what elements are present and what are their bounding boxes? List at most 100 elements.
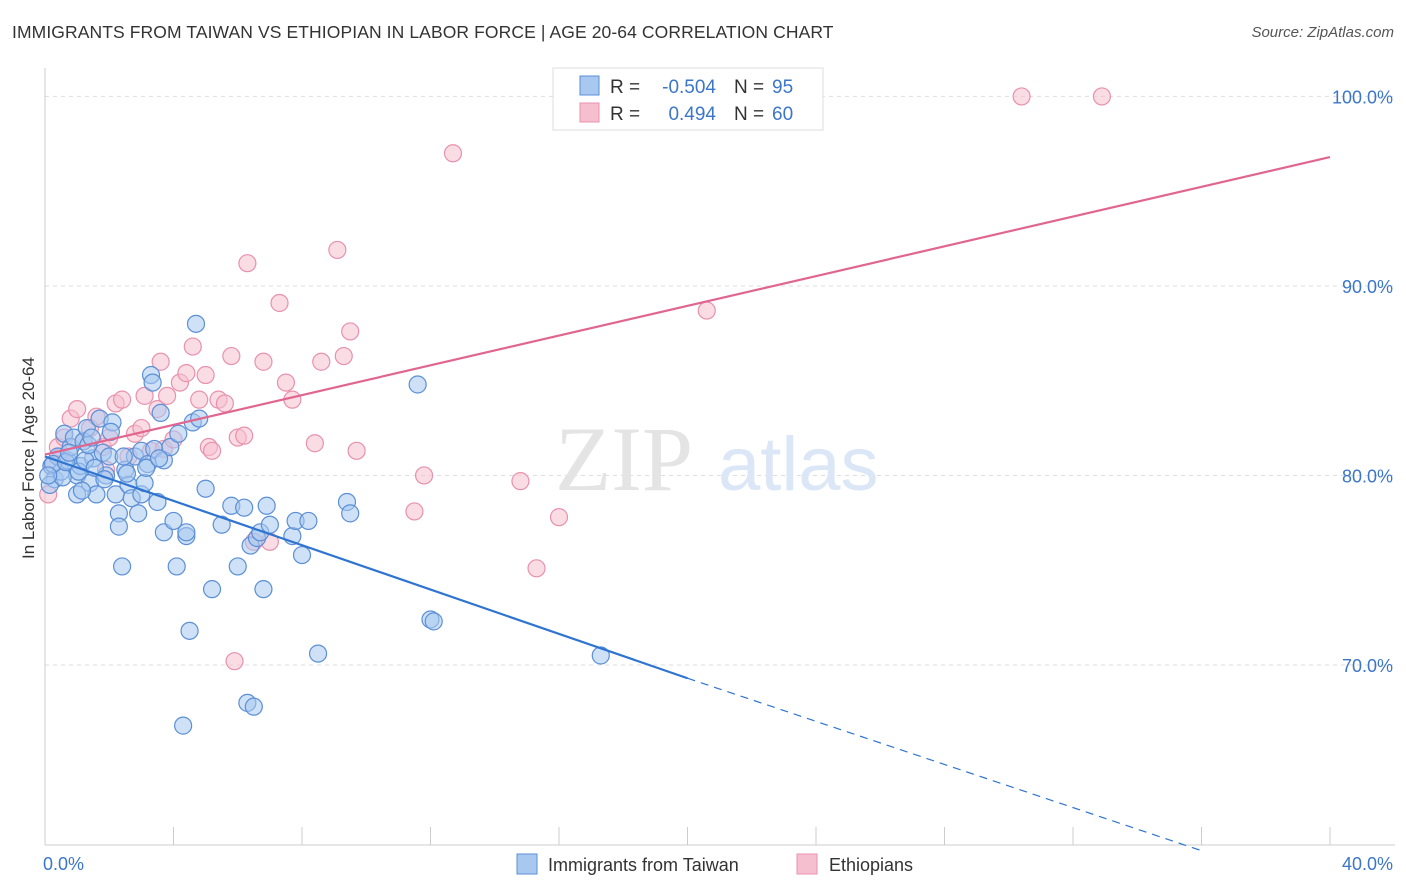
point-taiwan — [235, 498, 254, 517]
point-ethiopians — [312, 352, 331, 371]
point-ethiopians — [270, 293, 289, 313]
point-taiwan — [212, 515, 231, 534]
point-ethiopians — [68, 400, 87, 419]
bottom-legend-swatch-taiwan — [516, 853, 538, 875]
trend-line-taiwan-extension — [687, 677, 1202, 852]
legend-n-label-taiwan: N = — [734, 77, 764, 98]
y-tick-label: 100.0% — [1332, 87, 1393, 107]
grid-lines — [45, 95, 1395, 666]
series-taiwan — [39, 314, 610, 735]
point-taiwan — [254, 580, 273, 599]
legend-n-label-ethiopians: N = — [734, 104, 764, 125]
y-tick-label: 90.0% — [1342, 277, 1393, 297]
y-tick-labels: 70.0% 80.0% 90.0% 100.0% — [1332, 87, 1393, 676]
point-ethiopians — [112, 390, 132, 409]
point-taiwan — [161, 437, 180, 457]
point-ethiopians — [238, 254, 257, 273]
legend-r-label-taiwan: R = — [610, 77, 640, 98]
bottom-legend-label-ethiopians: Ethiopians — [829, 855, 913, 875]
legend-swatch-taiwan — [579, 75, 600, 96]
point-ethiopians — [549, 508, 569, 527]
point-taiwan — [117, 464, 137, 483]
point-taiwan — [169, 424, 188, 443]
point-ethiopians — [414, 466, 434, 485]
point-ethiopians — [276, 373, 296, 392]
x-tick-labels: 0.0% 40.0% — [43, 854, 1393, 874]
point-taiwan — [114, 447, 133, 466]
point-ethiopians — [1092, 87, 1112, 106]
point-taiwan — [167, 557, 186, 576]
point-taiwan — [299, 511, 318, 531]
legend-r-value-taiwan: -0.504 — [662, 77, 716, 98]
point-ethiopians — [190, 390, 209, 409]
point-ethiopians — [305, 434, 324, 453]
point-ethiopians — [151, 352, 170, 371]
point-taiwan — [39, 466, 58, 485]
point-ethiopians — [183, 337, 202, 356]
point-ethiopians — [443, 144, 463, 163]
point-ethiopians — [405, 502, 424, 521]
bottom-legend-label-taiwan: Immigrants from Taiwan — [548, 855, 739, 875]
legend-r-label-ethiopians: R = — [610, 104, 640, 125]
x-tick-label: 40.0% — [1342, 854, 1393, 874]
x-tick-label: 0.0% — [43, 854, 84, 874]
y-tick-label: 70.0% — [1342, 656, 1393, 676]
series-legend: Immigrants from Taiwan Ethiopians — [516, 853, 913, 875]
watermark: ZIP atlas — [555, 408, 879, 510]
point-ethiopians — [328, 240, 347, 260]
y-tick-label: 80.0% — [1342, 466, 1393, 486]
point-ethiopians — [1012, 87, 1031, 106]
point-ethiopians — [177, 364, 196, 383]
point-taiwan — [424, 612, 443, 631]
point-taiwan — [308, 644, 328, 663]
point-ethiopians — [202, 441, 222, 460]
legend-r-value-ethiopians: 0.494 — [668, 104, 716, 125]
watermark-atlas: atlas — [718, 422, 879, 507]
point-taiwan — [129, 504, 148, 523]
point-ethiopians — [334, 346, 353, 366]
point-taiwan — [196, 479, 215, 498]
point-taiwan — [292, 545, 312, 565]
point-ethiopians — [235, 426, 254, 445]
point-ethiopians — [511, 472, 530, 491]
y-axis-title: In Labor Force | Age 20-64 — [19, 357, 38, 559]
point-ethiopians — [527, 559, 546, 578]
point-taiwan — [109, 517, 128, 536]
point-taiwan — [180, 621, 199, 640]
legend-n-value-ethiopians: 60 — [772, 104, 793, 125]
point-ethiopians — [135, 386, 154, 405]
point-taiwan — [228, 557, 247, 576]
legend-n-value-taiwan: 95 — [772, 77, 793, 98]
point-ethiopians — [157, 386, 177, 405]
stats-legend: R = -0.504 N = 95 R = 0.494 N = 60 — [552, 67, 824, 131]
point-ethiopians — [254, 352, 273, 371]
point-ethiopians — [697, 301, 716, 320]
trend-lines — [44, 155, 1331, 852]
point-ethiopians — [347, 441, 366, 460]
point-taiwan — [143, 373, 162, 392]
point-taiwan — [244, 697, 263, 716]
point-taiwan — [341, 504, 360, 523]
point-taiwan — [177, 523, 196, 542]
point-taiwan — [257, 496, 276, 515]
point-taiwan — [137, 458, 156, 477]
point-taiwan — [164, 511, 183, 531]
series-ethiopians — [39, 87, 1112, 671]
point-taiwan — [112, 557, 132, 576]
watermark-zip: ZIP — [555, 408, 693, 510]
point-taiwan — [260, 515, 279, 534]
point-taiwan — [591, 646, 610, 665]
trend-line-ethiopians — [44, 155, 1331, 456]
point-ethiopians — [215, 394, 234, 413]
point-taiwan — [408, 375, 427, 394]
point-ethiopians — [222, 346, 241, 366]
legend-swatch-ethiopians — [579, 102, 600, 123]
point-taiwan — [72, 481, 92, 500]
point-ethiopians — [341, 322, 360, 341]
point-taiwan — [151, 403, 170, 423]
point-taiwan — [149, 449, 169, 468]
bottom-legend-swatch-ethiopians — [796, 853, 818, 875]
point-ethiopians — [196, 365, 215, 385]
point-taiwan — [174, 716, 193, 735]
